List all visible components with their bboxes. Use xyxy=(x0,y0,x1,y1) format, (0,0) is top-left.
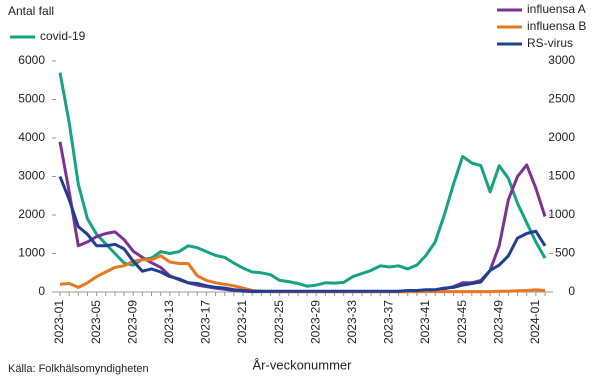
legend-label: covid-19 xyxy=(40,29,86,43)
y2-tick-label: 2000 xyxy=(548,130,575,144)
y-tick-label: 3000 xyxy=(18,169,45,183)
y2-tick-label: 2500 xyxy=(548,92,575,106)
x-tick-label: 2023-45 xyxy=(455,300,469,344)
source: Källa: Folkhälsomyndigheten xyxy=(8,363,149,375)
series-line xyxy=(58,175,547,293)
y-tick-label: 1000 xyxy=(18,246,45,260)
x-tick-label: 2023-41 xyxy=(418,300,432,344)
y-tick-label: 0 xyxy=(38,284,45,298)
x-tick-label: 2023-05 xyxy=(89,300,103,344)
x-tick-label: 2023-09 xyxy=(125,300,139,344)
x-tick-label: 2024-01 xyxy=(528,300,542,344)
y-tick-label: 5000 xyxy=(18,92,45,106)
x-tick-label: 2023-29 xyxy=(308,300,322,344)
y-tick-label: 4000 xyxy=(18,130,45,144)
y2-tick-label: 1000 xyxy=(548,207,575,221)
x-tick-label: 2023-17 xyxy=(199,300,213,344)
y-tick-label: 6000 xyxy=(18,53,45,67)
x-axis-label: År-veckonummer xyxy=(253,357,353,372)
legend-label: RS-virus xyxy=(527,36,573,50)
y-axis-label: Antal fall xyxy=(8,4,54,18)
x-tick-label: 2023-33 xyxy=(345,300,359,344)
y-tick-label: 2000 xyxy=(18,207,45,221)
x-tick-label: 2023-37 xyxy=(382,300,396,344)
y2-tick-label: 3000 xyxy=(548,53,575,67)
x-tick-label: 2023-25 xyxy=(272,300,286,344)
x-tick-label: 2023-49 xyxy=(491,300,505,344)
y2-tick-label: 0 xyxy=(568,284,575,298)
legend-label: influensa A xyxy=(527,2,586,16)
series-line xyxy=(58,72,547,288)
y2-tick-label: 1500 xyxy=(548,169,575,183)
legend-label: influensa B xyxy=(527,19,586,33)
x-tick-label: 2023-13 xyxy=(162,300,176,344)
x-tick-label: 2023-21 xyxy=(235,300,249,344)
x-tick-label: 2023-01 xyxy=(52,300,66,344)
y2-tick-label: 500 xyxy=(555,246,575,260)
